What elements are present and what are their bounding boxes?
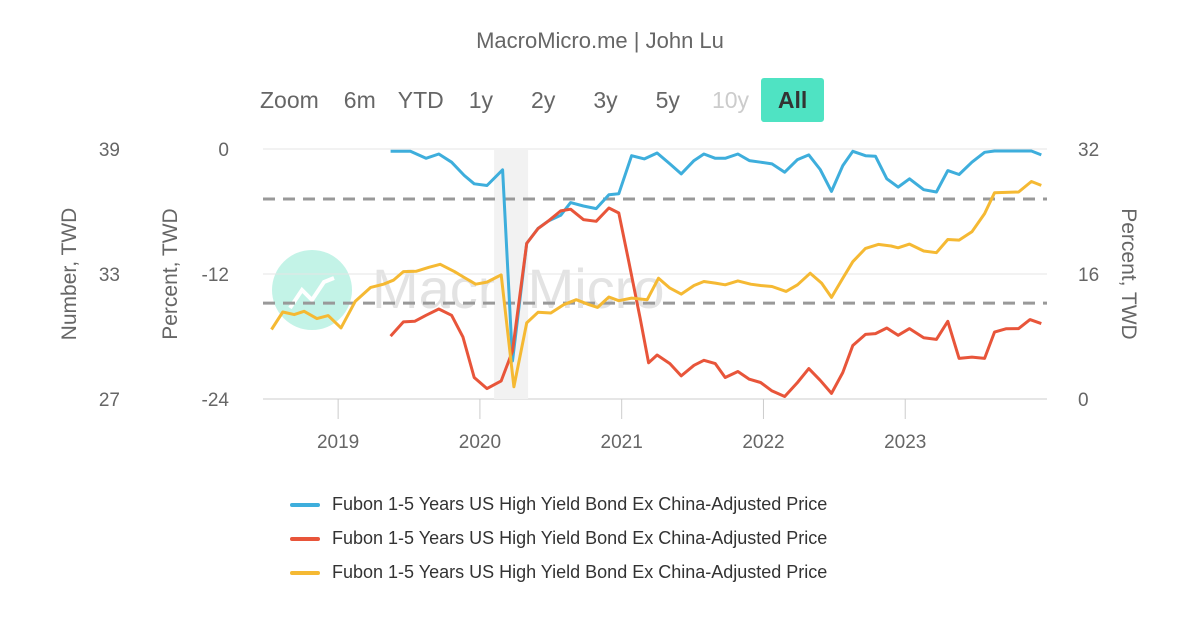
zoom-5y-button[interactable]: 5y bbox=[655, 86, 680, 113]
series-line-2 bbox=[270, 180, 1042, 389]
y-tick-label-number: 27 bbox=[99, 390, 120, 411]
zoom-ytd-button[interactable]: YTD bbox=[397, 86, 444, 113]
y-tick-label-percent_right: 32 bbox=[1078, 140, 1099, 161]
y-tick-label-percent_left: -24 bbox=[202, 390, 230, 411]
series-line-0 bbox=[390, 149, 1042, 363]
legend-item-blue[interactable]: Fubon 1-5 Years US High Yield Bond Ex Ch… bbox=[290, 494, 827, 515]
legend-item-yellow[interactable]: Fubon 1-5 Years US High Yield Bond Ex Ch… bbox=[290, 562, 827, 583]
watermark-trend-icon bbox=[288, 276, 335, 310]
legend-label: Fubon 1-5 Years US High Yield Bond Ex Ch… bbox=[332, 528, 828, 548]
legend-item-red[interactable]: Fubon 1-5 Years US High Yield Bond Ex Ch… bbox=[290, 528, 827, 549]
zoom-label: Zoom bbox=[260, 86, 319, 113]
zoom-10y-button[interactable]: 10y bbox=[711, 86, 750, 113]
legend-swatch bbox=[290, 570, 320, 575]
legend-swatch bbox=[290, 502, 320, 507]
y-axis-title-percent_right: Percent, TWD bbox=[1117, 208, 1140, 339]
y-tick-label-number: 33 bbox=[99, 265, 120, 286]
x-tick-label: 2019 bbox=[317, 432, 359, 453]
zoom-3y-button[interactable]: 3y bbox=[593, 86, 618, 113]
y-tick-label-percent_right: 16 bbox=[1078, 265, 1099, 286]
legend-label: Fubon 1-5 Years US High Yield Bond Ex Ch… bbox=[332, 562, 828, 582]
legend-swatch bbox=[290, 536, 320, 541]
zoom-1y-button[interactable]: 1y bbox=[468, 86, 494, 113]
zoom-2y-button[interactable]: 2y bbox=[531, 86, 556, 113]
zoom-all-button[interactable]: All bbox=[761, 78, 825, 122]
legend-label: Fubon 1-5 Years US High Yield Bond Ex Ch… bbox=[332, 494, 828, 514]
x-tick-label: 2021 bbox=[601, 432, 643, 453]
y-axis-title-number: Number, TWD bbox=[58, 208, 81, 341]
x-tick-label: 2023 bbox=[884, 432, 926, 453]
x-tick-label: 2020 bbox=[459, 432, 501, 453]
y-tick-label-percent_left: 0 bbox=[218, 140, 229, 161]
y-axis-title-percent_left: Percent, TWD bbox=[159, 208, 182, 339]
range-selector: Zoom 6m YTD 1y 2y 3y 5y 10y All bbox=[260, 78, 825, 122]
x-tick-label: 2022 bbox=[742, 432, 784, 453]
zoom-6m-button[interactable]: 6m bbox=[343, 86, 376, 113]
watermark-circle-icon bbox=[272, 250, 352, 330]
y-tick-label-percent_right: 0 bbox=[1078, 390, 1089, 411]
y-tick-label-number: 39 bbox=[99, 140, 120, 161]
y-tick-label-percent_left: -12 bbox=[202, 265, 229, 286]
chart-title: MacroMicro.me | John Lu bbox=[476, 28, 724, 53]
series-line-1 bbox=[389, 206, 1042, 398]
